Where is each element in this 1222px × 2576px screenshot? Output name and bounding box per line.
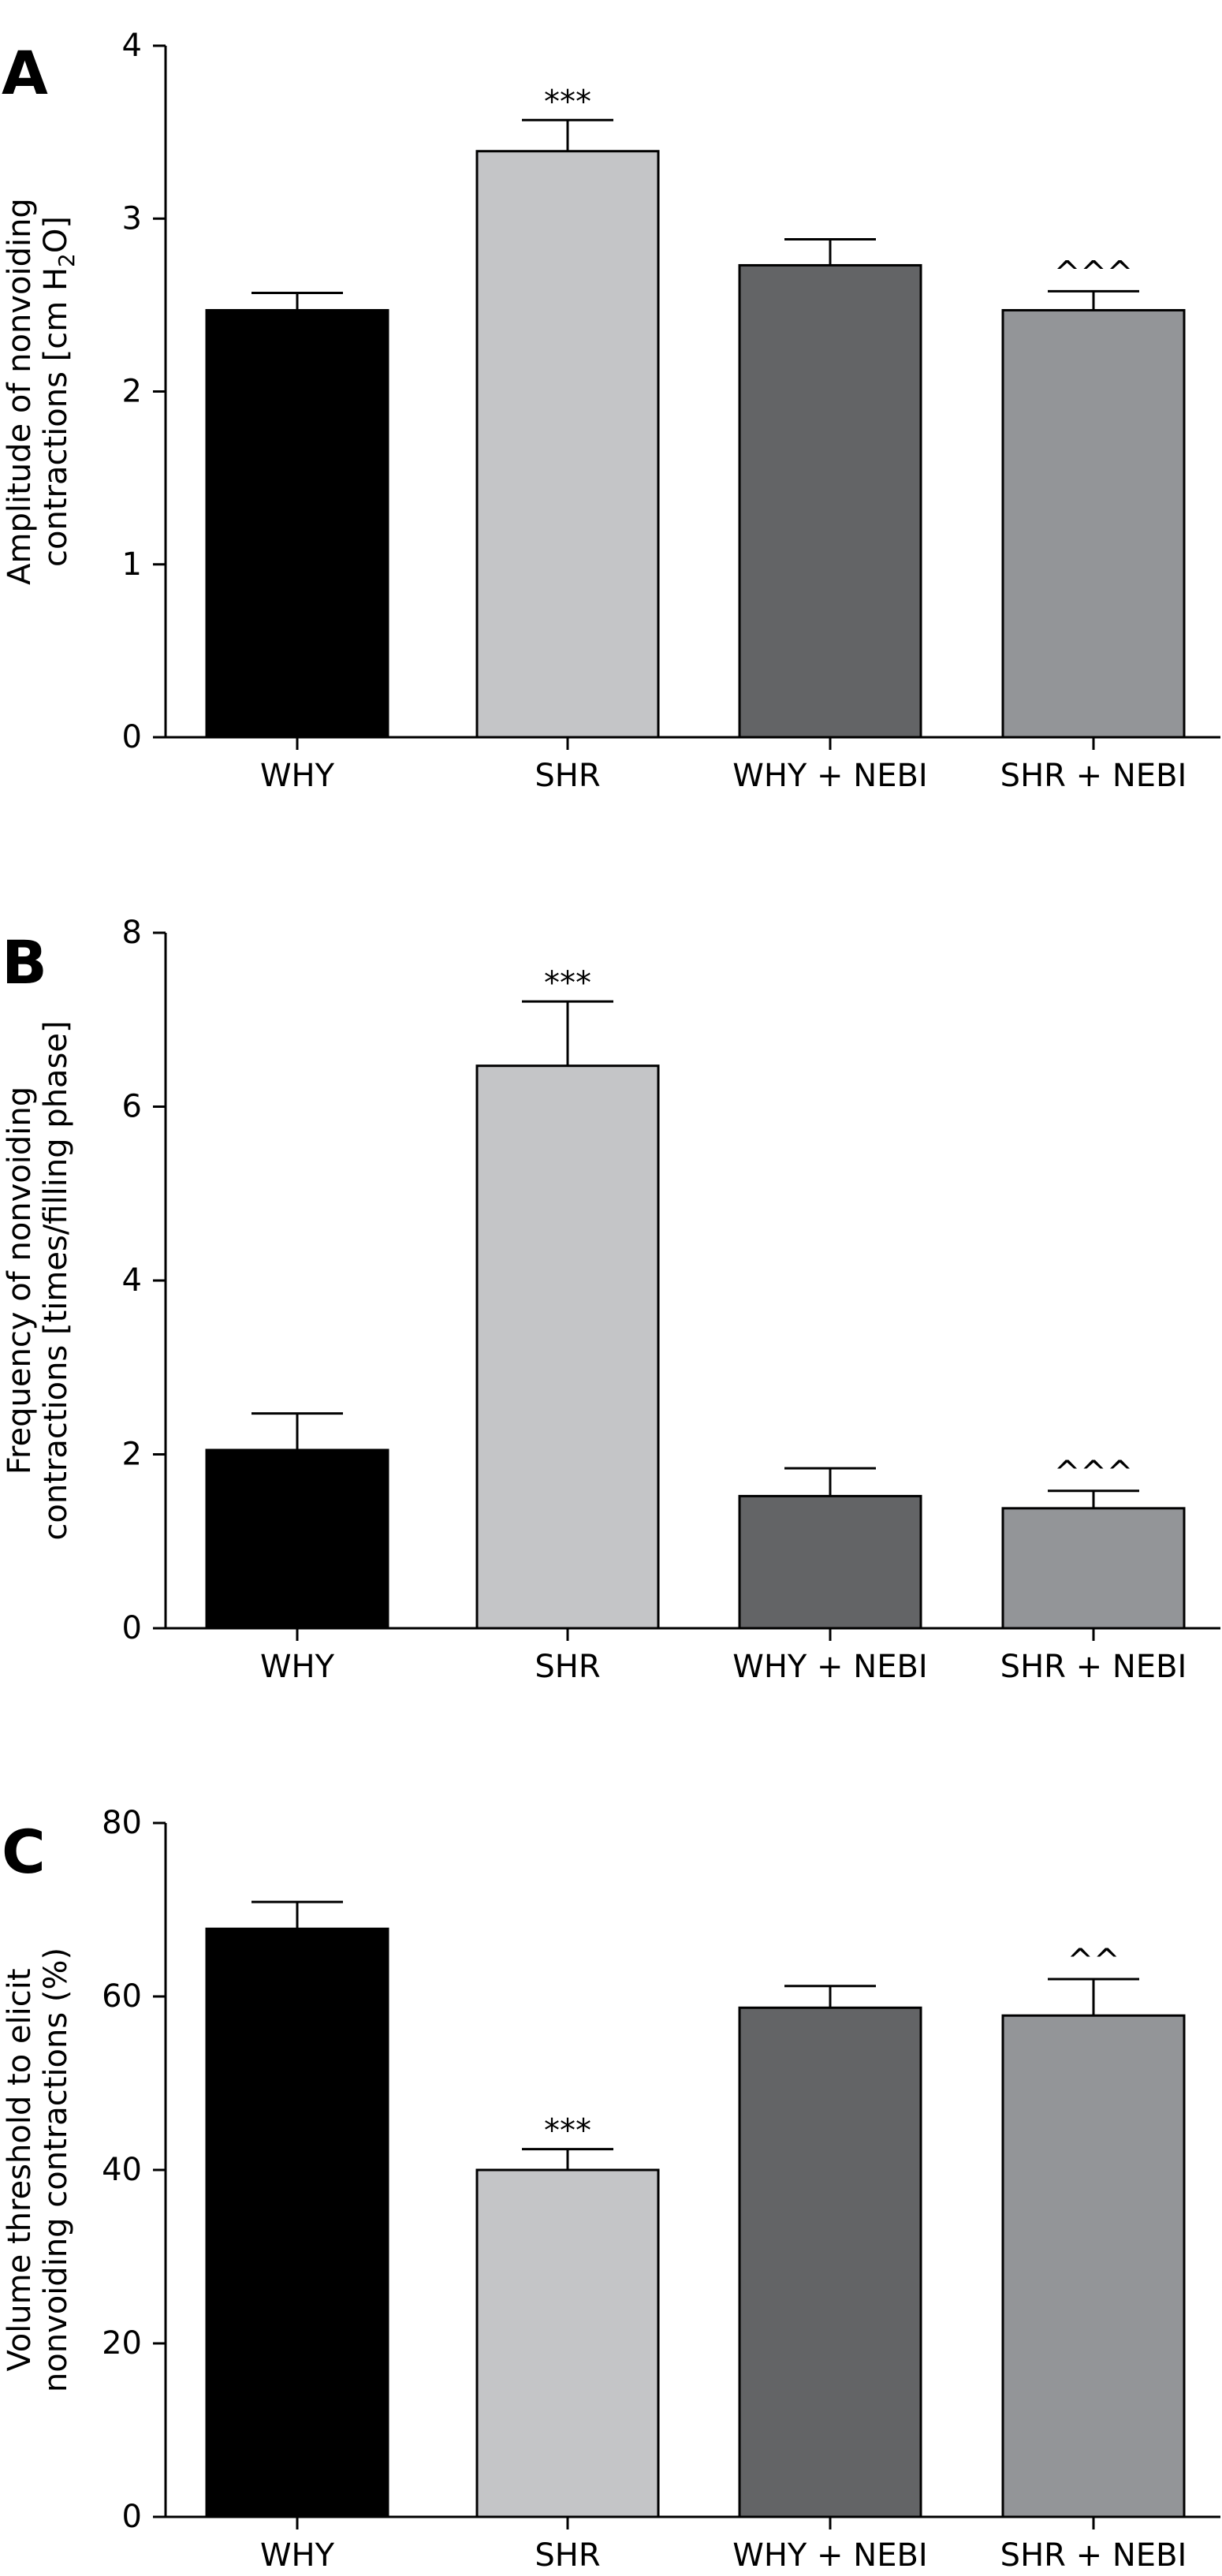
y-tick-label: 2 (122, 1437, 142, 1473)
significance-label: *** (544, 84, 591, 120)
y-tick-label: 4 (122, 28, 142, 64)
y-tick-label: 0 (122, 1610, 142, 1646)
y-tick-label: 40 (102, 2152, 142, 2188)
y-tick-label: 20 (102, 2325, 142, 2362)
x-tick-label: SHR (535, 2537, 600, 2574)
bar-why (205, 1448, 389, 1630)
y-tick-label: 6 (122, 1089, 142, 1125)
x-tick-label: WHY (260, 2537, 335, 2574)
x-tick-label: WHY (260, 1649, 335, 1685)
bar-shr (475, 1064, 660, 1630)
y-tick-label: 1 (122, 546, 142, 583)
x-tick-label: SHR + NEBI (1000, 758, 1187, 794)
significance-label: ^^ (1067, 1943, 1120, 1979)
significance-label: ^^^ (1054, 1455, 1134, 1491)
bar-why (205, 1927, 389, 2518)
significance-label: *** (544, 965, 591, 1001)
y-axis-label: Volume threshold to elicitnonvoiding con… (2, 1948, 74, 2392)
x-tick-label: WHY + NEBI (732, 2537, 927, 2574)
x-tick-label: WHY + NEBI (732, 1649, 927, 1685)
y-tick-label: 60 (102, 1978, 142, 2015)
panel-letter: A (2, 38, 48, 108)
x-tick-label: SHR (535, 758, 600, 794)
significance-label: *** (544, 2113, 591, 2149)
y-tick-label: 2 (122, 374, 142, 410)
bar-why (205, 308, 389, 739)
significance-label: ^^^ (1054, 255, 1134, 291)
y-tick-label: 3 (122, 200, 142, 237)
bar-shr-nebi (1001, 1507, 1186, 1630)
y-axis-label: Amplitude of nonvoidingcontractions [cm … (2, 198, 80, 585)
y-axis-label: Frequency of nonvoidingcontractions [tim… (2, 1020, 74, 1540)
chart-panel-b: B 0 2 4 6 8 WHY SHR *** WHY + NEBI SHR + NEBI ^^^ Fr… (2, 915, 1220, 1685)
x-tick-label: WHY (260, 758, 335, 794)
chart-panel-a: A 0 1 2 3 4 WHY SHR *** WHY + NEBI SHR + NEBI ^^^ Am… (2, 28, 1220, 794)
bar-why-nebi (738, 2006, 922, 2518)
bar-shr (475, 150, 660, 739)
y-tick-label: 80 (102, 1805, 142, 1841)
y-tick-label: 0 (122, 2499, 142, 2535)
y-tick-label: 0 (122, 719, 142, 755)
x-tick-label: SHR + NEBI (1000, 1649, 1187, 1685)
bar-why-nebi (738, 263, 922, 739)
bar-shr-nebi (1001, 308, 1186, 739)
y-tick-label: 4 (122, 1262, 142, 1299)
chart-panel-c: C 0 20 40 60 80 WHY SHR *** WHY + NEBI SHR + NEBI ^… (2, 1805, 1220, 2574)
bar-shr-nebi (1001, 2014, 1186, 2518)
x-tick-label: WHY + NEBI (732, 758, 927, 794)
x-tick-label: SHR + NEBI (1000, 2537, 1187, 2574)
bar-shr (475, 2168, 660, 2518)
y-tick-label: 8 (122, 915, 142, 951)
bar-why-nebi (738, 1494, 922, 1630)
x-tick-label: SHR (535, 1649, 600, 1685)
panel-letter: C (2, 1817, 46, 1887)
panel-letter: B (2, 927, 47, 997)
